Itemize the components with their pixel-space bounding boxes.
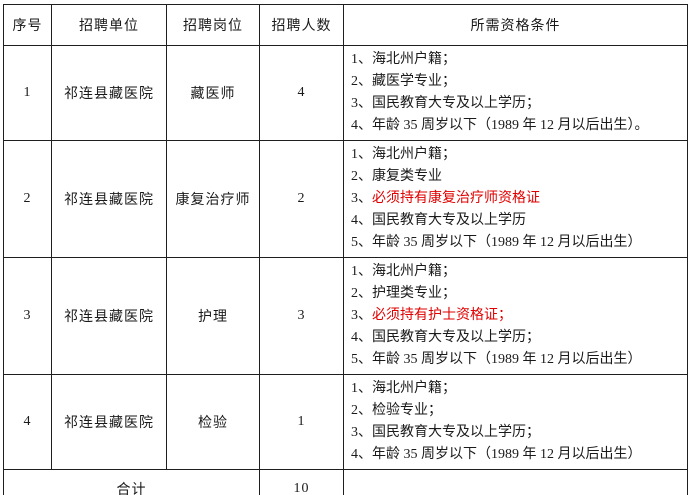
qualification-prefix: 2、 [351, 403, 372, 418]
cell-unit: 祁连县藏医院 [51, 140, 167, 258]
cell-unit: 祁连县藏医院 [51, 374, 167, 470]
qualification-text: 海北州户籍； [372, 381, 456, 396]
qualification-prefix: 3、 [351, 425, 372, 440]
cell-total-count: 10 [259, 469, 344, 495]
cell-unit: 祁连县藏医院 [51, 257, 167, 375]
table-row: 3 祁连县藏医院 护理 3 1、海北州户籍； 2、护理类专业； 3、必须持有护士… [3, 257, 688, 375]
cell-count: 2 [259, 140, 344, 258]
table-row: 2 祁连县藏医院 康复治疗师 2 1、海北州户籍； 2、康复类专业 3、必须持有… [3, 140, 688, 258]
qualification-text: 必须持有康复治疗师资格证 [372, 191, 540, 206]
qualification-text: 年龄 35 周岁以下（1989 年 12 月以后出生） [372, 352, 642, 367]
qualification-line: 2、护理类专业； [351, 283, 683, 305]
qualification-line: 3、国民教育大专及以上学历； [351, 422, 683, 444]
qualification-text: 海北州户籍； [372, 52, 456, 67]
qualification-line: 5、年龄 35 周岁以下（1989 年 12 月以后出生） [351, 232, 683, 254]
qualification-text: 年龄 35 周岁以下（1989 年 12 月以后出生） [372, 235, 642, 250]
qualification-prefix: 5、 [351, 235, 372, 250]
cell-count: 3 [259, 257, 344, 375]
qualification-text: 国民教育大专及以上学历； [372, 96, 540, 111]
qualification-line: 2、检验专业； [351, 400, 683, 422]
cell-total-qualifications [343, 469, 688, 495]
qualification-text: 海北州户籍； [372, 264, 456, 279]
qualification-line: 2、康复类专业 [351, 166, 683, 188]
qualification-line: 4、国民教育大专及以上学历； [351, 327, 683, 349]
col-header-unit: 招聘单位 [51, 4, 167, 46]
qualification-line: 3、国民教育大专及以上学历； [351, 93, 683, 115]
col-header-position: 招聘岗位 [166, 4, 260, 46]
qualification-prefix: 4、 [351, 330, 372, 345]
qualification-line: 4、国民教育大专及以上学历 [351, 210, 683, 232]
table-row: 4 祁连县藏医院 检验 1 1、海北州户籍； 2、检验专业； 3、国民教育大专及… [3, 374, 688, 470]
table-row: 1 祁连县藏医院 藏医师 4 1、海北州户籍； 2、藏医学专业； 3、国民教育大… [3, 45, 688, 141]
qualification-prefix: 3、 [351, 308, 372, 323]
col-header-count: 招聘人数 [259, 4, 344, 46]
table-total-row: 合计 10 [3, 469, 688, 495]
qualification-line: 3、必须持有康复治疗师资格证 [351, 188, 683, 210]
qualification-prefix: 1、 [351, 147, 372, 162]
cell-position: 护理 [166, 257, 260, 375]
qualification-text: 康复类专业 [372, 169, 442, 184]
qualification-line: 5、年龄 35 周岁以下（1989 年 12 月以后出生） [351, 349, 683, 371]
qualification-prefix: 3、 [351, 191, 372, 206]
cell-serial: 3 [3, 257, 52, 375]
qualification-text: 护理类专业； [372, 286, 456, 301]
qualification-text: 国民教育大专及以上学历； [372, 330, 540, 345]
qualification-text: 年龄 35 周岁以下（1989 年 12 月以后出生） [372, 447, 642, 462]
cell-qualifications: 1、海北州户籍； 2、藏医学专业； 3、国民教育大专及以上学历； 4、年龄 35… [343, 45, 688, 141]
cell-qualifications: 1、海北州户籍； 2、检验专业； 3、国民教育大专及以上学历； 4、年龄 35 … [343, 374, 688, 470]
qualification-line: 1、海北州户籍； [351, 378, 683, 400]
cell-position: 康复治疗师 [166, 140, 260, 258]
qualification-text: 国民教育大专及以上学历 [372, 213, 526, 228]
cell-total-label: 合计 [3, 469, 260, 495]
cell-qualifications: 1、海北州户籍； 2、康复类专业 3、必须持有康复治疗师资格证 4、国民教育大专… [343, 140, 688, 258]
qualification-prefix: 2、 [351, 169, 372, 184]
qualification-text: 国民教育大专及以上学历； [372, 425, 540, 440]
recruitment-table: 序号 招聘单位 招聘岗位 招聘人数 所需资格条件 1 祁连县藏医院 藏医师 4 … [3, 4, 688, 495]
cell-serial: 2 [3, 140, 52, 258]
qualification-text: 检验专业； [372, 403, 442, 418]
table-header-row: 序号 招聘单位 招聘岗位 招聘人数 所需资格条件 [3, 4, 688, 46]
qualification-line: 4、年龄 35 周岁以下（1989 年 12 月以后出生） [351, 444, 683, 466]
qualification-text: 海北州户籍； [372, 147, 456, 162]
qualification-prefix: 2、 [351, 74, 372, 89]
qualification-line: 2、藏医学专业； [351, 71, 683, 93]
qualification-prefix: 1、 [351, 381, 372, 396]
qualification-line: 3、必须持有护士资格证； [351, 305, 683, 327]
qualification-prefix: 4、 [351, 447, 372, 462]
qualification-prefix: 5、 [351, 352, 372, 367]
qualification-text: 必须持有护士资格证； [372, 308, 512, 323]
qualification-prefix: 3、 [351, 96, 372, 111]
cell-position: 藏医师 [166, 45, 260, 141]
qualification-line: 1、海北州户籍； [351, 144, 683, 166]
qualification-prefix: 4、 [351, 213, 372, 228]
cell-serial: 4 [3, 374, 52, 470]
qualification-prefix: 1、 [351, 52, 372, 67]
qualification-prefix: 4、 [351, 118, 372, 133]
col-header-qualifications: 所需资格条件 [343, 4, 688, 46]
cell-position: 检验 [166, 374, 260, 470]
qualification-line: 4、年龄 35 周岁以下（1989 年 12 月以后出生）。 [351, 115, 683, 137]
cell-qualifications: 1、海北州户籍； 2、护理类专业； 3、必须持有护士资格证； 4、国民教育大专及… [343, 257, 688, 375]
col-header-serial: 序号 [3, 4, 52, 46]
qualification-text: 年龄 35 周岁以下（1989 年 12 月以后出生）。 [372, 118, 649, 133]
cell-unit: 祁连县藏医院 [51, 45, 167, 141]
qualification-prefix: 2、 [351, 286, 372, 301]
cell-count: 1 [259, 374, 344, 470]
cell-serial: 1 [3, 45, 52, 141]
qualification-prefix: 1、 [351, 264, 372, 279]
cell-count: 4 [259, 45, 344, 141]
qualification-text: 藏医学专业； [372, 74, 456, 89]
qualification-line: 1、海北州户籍； [351, 261, 683, 283]
qualification-line: 1、海北州户籍； [351, 49, 683, 71]
